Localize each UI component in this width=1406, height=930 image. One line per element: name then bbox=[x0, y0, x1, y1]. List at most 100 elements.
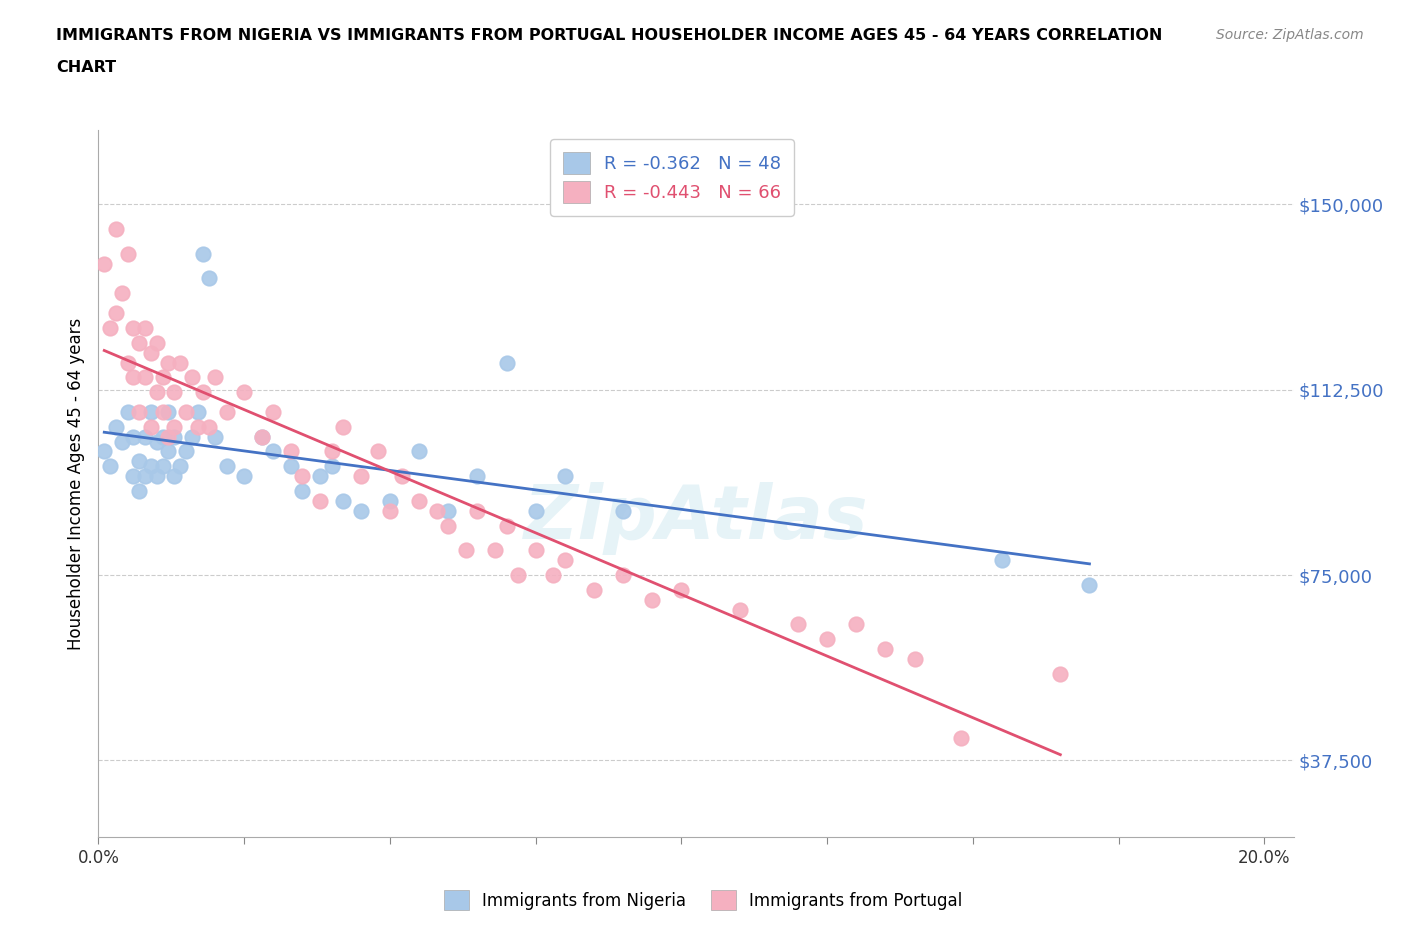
Point bbox=[291, 484, 314, 498]
Point bbox=[280, 444, 302, 458]
Point bbox=[215, 458, 238, 473]
Point bbox=[139, 405, 162, 419]
Point bbox=[321, 444, 343, 458]
Point bbox=[104, 306, 127, 321]
Point bbox=[262, 405, 284, 419]
Point bbox=[117, 246, 139, 261]
Point bbox=[378, 503, 401, 518]
Point bbox=[163, 430, 186, 445]
Point bbox=[122, 469, 145, 484]
Point bbox=[408, 444, 430, 458]
Text: IMMIGRANTS FROM NIGERIA VS IMMIGRANTS FROM PORTUGAL HOUSEHOLDER INCOME AGES 45 -: IMMIGRANTS FROM NIGERIA VS IMMIGRANTS FR… bbox=[56, 28, 1163, 43]
Point bbox=[174, 405, 197, 419]
Point bbox=[98, 321, 121, 336]
Point bbox=[495, 518, 517, 533]
Point bbox=[309, 469, 332, 484]
Point bbox=[291, 469, 314, 484]
Point bbox=[163, 419, 186, 434]
Point bbox=[104, 419, 127, 434]
Point bbox=[139, 458, 162, 473]
Point bbox=[554, 469, 576, 484]
Point bbox=[554, 552, 576, 567]
Y-axis label: Householder Income Ages 45 - 64 years: Householder Income Ages 45 - 64 years bbox=[67, 317, 86, 650]
Point bbox=[139, 345, 162, 360]
Point bbox=[134, 430, 156, 445]
Point bbox=[233, 469, 256, 484]
Point bbox=[128, 336, 150, 351]
Point bbox=[157, 355, 180, 370]
Point bbox=[467, 503, 489, 518]
Point bbox=[903, 652, 925, 667]
Point bbox=[157, 405, 180, 419]
Point bbox=[495, 355, 517, 370]
Point bbox=[128, 405, 150, 419]
Point bbox=[128, 454, 150, 469]
Point bbox=[152, 370, 174, 385]
Point bbox=[350, 503, 373, 518]
Point bbox=[145, 385, 167, 400]
Point bbox=[250, 430, 273, 445]
Point bbox=[204, 370, 226, 385]
Point bbox=[93, 256, 115, 271]
Point bbox=[641, 592, 664, 607]
Point bbox=[541, 567, 564, 582]
Point bbox=[233, 385, 256, 400]
Point bbox=[250, 430, 273, 445]
Point bbox=[454, 543, 477, 558]
Point bbox=[145, 336, 167, 351]
Text: Source: ZipAtlas.com: Source: ZipAtlas.com bbox=[1216, 28, 1364, 42]
Point bbox=[425, 503, 447, 518]
Point bbox=[157, 444, 180, 458]
Point bbox=[524, 503, 547, 518]
Point bbox=[671, 582, 693, 597]
Point bbox=[134, 469, 156, 484]
Point bbox=[169, 458, 191, 473]
Point bbox=[186, 419, 208, 434]
Point bbox=[186, 405, 208, 419]
Point bbox=[350, 469, 373, 484]
Point bbox=[280, 458, 302, 473]
Point bbox=[612, 567, 634, 582]
Point bbox=[117, 405, 139, 419]
Point bbox=[152, 405, 174, 419]
Point bbox=[437, 503, 460, 518]
Point bbox=[309, 494, 332, 509]
Point bbox=[128, 484, 150, 498]
Point bbox=[524, 543, 547, 558]
Point bbox=[612, 503, 634, 518]
Point bbox=[193, 246, 215, 261]
Point bbox=[139, 419, 162, 434]
Point bbox=[111, 286, 134, 300]
Point bbox=[93, 444, 115, 458]
Point bbox=[163, 469, 186, 484]
Point bbox=[367, 444, 389, 458]
Point bbox=[332, 419, 354, 434]
Point bbox=[152, 430, 174, 445]
Point bbox=[508, 567, 530, 582]
Legend: Immigrants from Nigeria, Immigrants from Portugal: Immigrants from Nigeria, Immigrants from… bbox=[437, 884, 969, 917]
Point bbox=[198, 271, 221, 286]
Point bbox=[134, 370, 156, 385]
Point bbox=[1049, 667, 1071, 682]
Point bbox=[204, 430, 226, 445]
Point bbox=[875, 642, 897, 657]
Point bbox=[145, 434, 167, 449]
Point bbox=[104, 221, 127, 236]
Point bbox=[152, 458, 174, 473]
Text: CHART: CHART bbox=[56, 60, 117, 75]
Point bbox=[111, 434, 134, 449]
Point bbox=[845, 617, 868, 631]
Point bbox=[728, 603, 751, 618]
Point bbox=[332, 494, 354, 509]
Point bbox=[98, 458, 121, 473]
Point bbox=[122, 321, 145, 336]
Point bbox=[582, 582, 605, 597]
Point bbox=[174, 444, 197, 458]
Point bbox=[950, 731, 973, 746]
Point bbox=[157, 430, 180, 445]
Point bbox=[484, 543, 506, 558]
Point bbox=[193, 385, 215, 400]
Point bbox=[198, 419, 221, 434]
Point bbox=[215, 405, 238, 419]
Point bbox=[437, 518, 460, 533]
